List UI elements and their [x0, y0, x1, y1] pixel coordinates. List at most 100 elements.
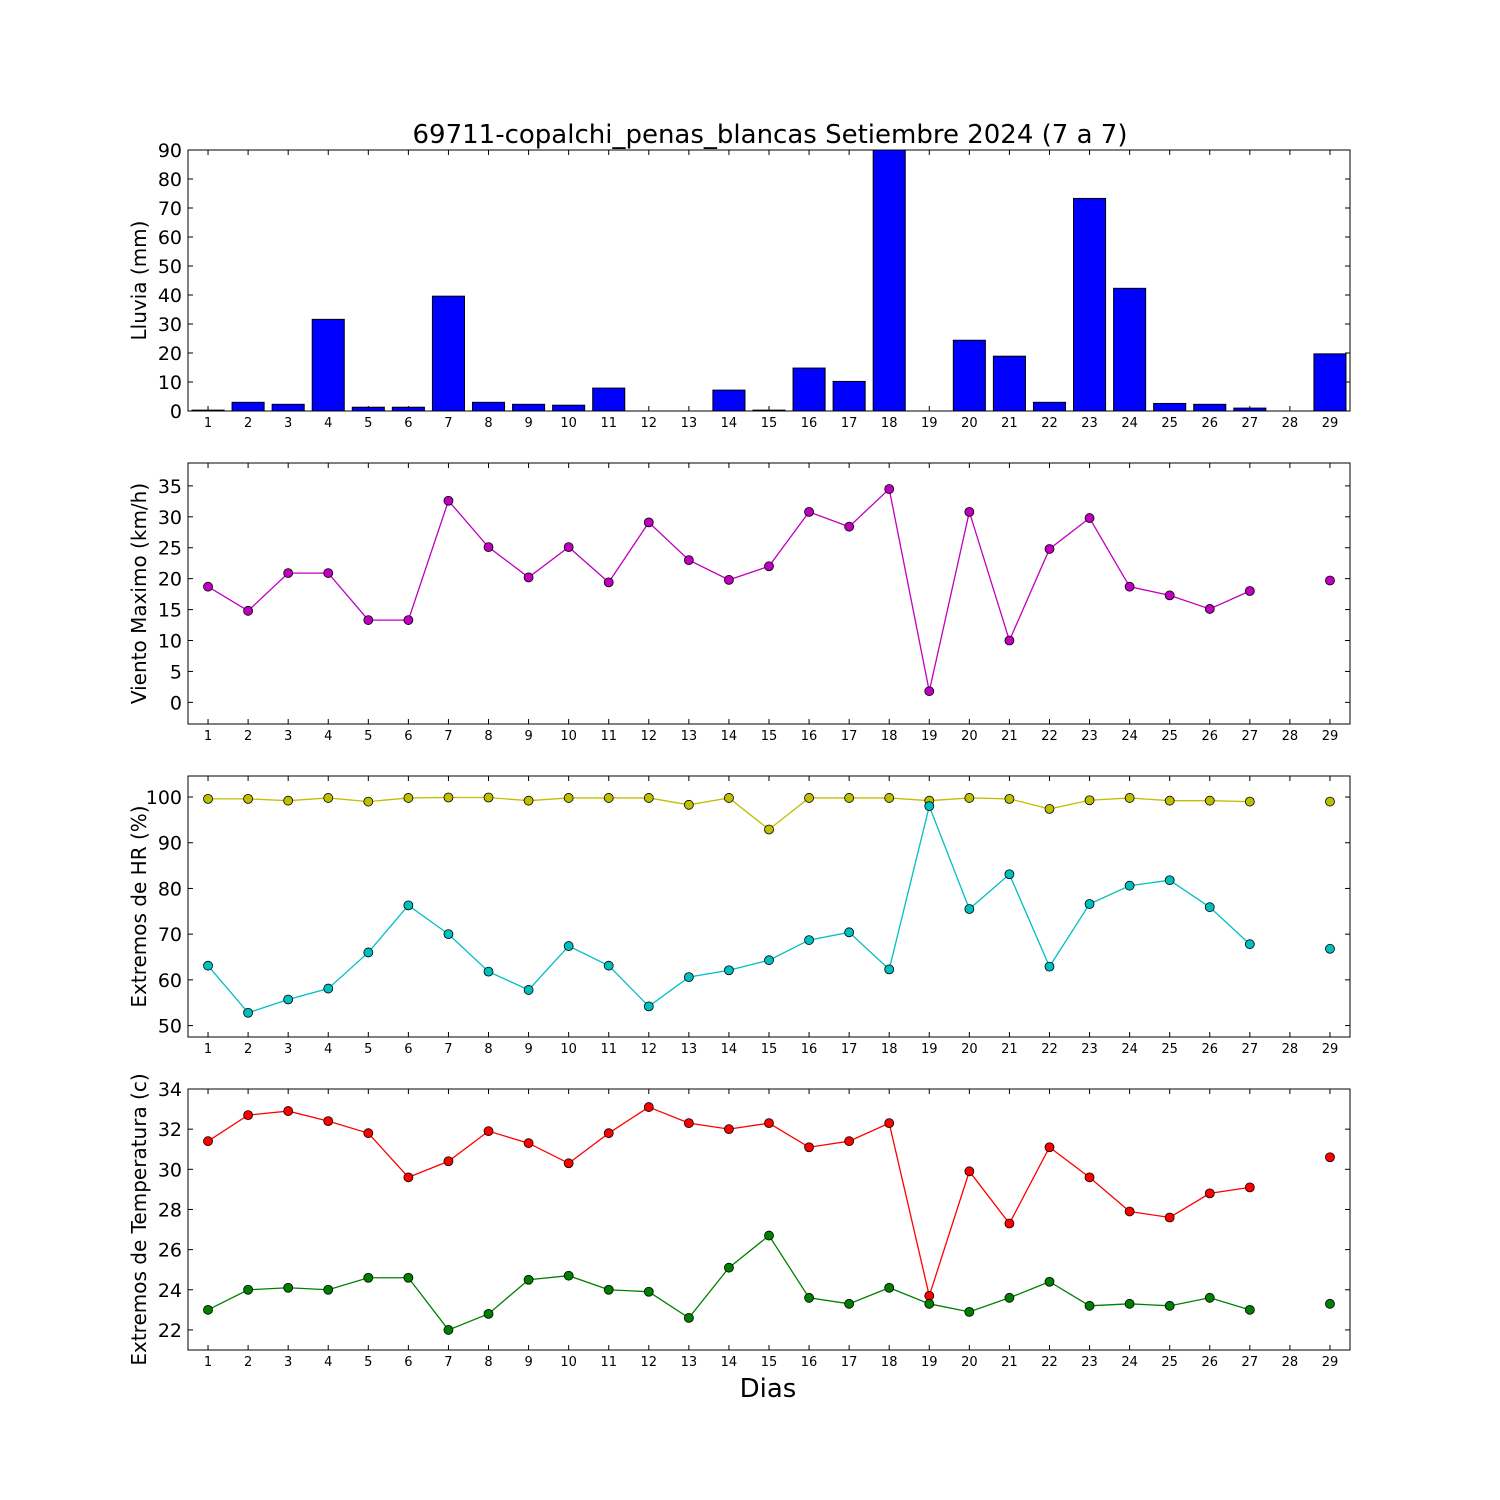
x-tick-label: 5 [364, 1355, 372, 1370]
x-tick-label: 22 [1041, 1355, 1058, 1370]
data-point [203, 1304, 213, 1315]
data-point [483, 1126, 494, 1137]
x-tick-label: 3 [284, 416, 292, 431]
x-tick-label: 10 [560, 729, 577, 744]
x-tick-label: 24 [1121, 1042, 1138, 1057]
bar [431, 295, 465, 412]
data-point [1004, 869, 1015, 880]
bar [1073, 197, 1107, 412]
data-point [643, 1286, 654, 1297]
x-tick-label: 20 [961, 416, 978, 431]
x-tick-label: 22 [1041, 1042, 1058, 1057]
data-point [1325, 943, 1335, 954]
x-tick-label: 28 [1282, 1042, 1299, 1057]
data-point [1164, 875, 1175, 886]
bar [552, 404, 586, 412]
x-tick-label: 23 [1081, 729, 1098, 744]
data-point [363, 1128, 374, 1139]
x-tick-label: 13 [681, 1042, 698, 1057]
data-point [563, 1158, 574, 1169]
x-tick-label: 19 [921, 1355, 938, 1370]
y-tick-label: 0 [170, 692, 182, 714]
y-tick-label: 28 [158, 1199, 182, 1221]
bar [752, 409, 786, 412]
y-tick-label: 30 [158, 314, 182, 336]
bar [1153, 402, 1187, 412]
bar [1032, 401, 1067, 412]
x-tick-label: 1 [204, 729, 212, 744]
data-point [1124, 880, 1135, 891]
data-point [1204, 1292, 1215, 1303]
data-point [764, 561, 774, 572]
data-point [443, 1325, 454, 1335]
data-point [363, 1272, 374, 1283]
data-point [1044, 961, 1055, 972]
x-tick-label: 13 [681, 729, 698, 744]
data-point [203, 793, 213, 804]
x-tick-label: 1 [204, 416, 212, 431]
data-point [764, 1230, 774, 1241]
data-point [443, 495, 454, 506]
data-point [403, 900, 414, 911]
x-tick-label: 27 [1242, 729, 1259, 744]
x-tick-label: 26 [1201, 729, 1218, 744]
data-point [563, 542, 574, 553]
data-point [483, 966, 494, 977]
data-point [804, 935, 814, 945]
data-point [844, 1298, 855, 1309]
data-point [1325, 796, 1335, 807]
plot-frame [187, 775, 1351, 1038]
x-tick-label: 24 [1121, 729, 1138, 744]
bar [391, 406, 425, 412]
y-tick-label: 90 [158, 140, 182, 162]
x-tick-label: 3 [284, 1355, 292, 1370]
y-tick-label: 26 [158, 1240, 182, 1262]
bar [712, 389, 746, 412]
data-point [724, 965, 734, 976]
x-tick-label: 16 [801, 1355, 818, 1370]
data-point [884, 964, 895, 975]
y-tick-label: 34 [158, 1079, 182, 1101]
data-point [403, 793, 414, 803]
x-tick-label: 7 [444, 1042, 452, 1057]
x-tick-label: 24 [1121, 416, 1138, 431]
y-tick-label: 50 [158, 1016, 182, 1038]
x-tick-label: 10 [560, 416, 577, 431]
bar [792, 367, 826, 412]
y-tick-label: 90 [158, 833, 182, 855]
data-point [724, 574, 734, 585]
data-point [603, 1284, 614, 1295]
x-tick-label: 23 [1081, 1355, 1098, 1370]
bar [271, 403, 305, 412]
data-point [523, 572, 534, 583]
x-tick-label: 12 [641, 416, 658, 431]
x-tick-label: 11 [600, 416, 617, 431]
data-point [1044, 1276, 1055, 1287]
x-tick-label: 25 [1161, 729, 1178, 744]
x-tick-label: 6 [404, 416, 412, 431]
data-point [363, 615, 374, 625]
y-tick-label: 30 [158, 507, 182, 529]
x-tick-label: 11 [600, 1355, 617, 1370]
data-point [643, 1001, 654, 1012]
x-tick-label: 23 [1081, 1042, 1098, 1057]
data-point [483, 792, 494, 803]
data-point [1084, 899, 1095, 909]
data-point [283, 568, 294, 578]
x-tick-label: 7 [444, 1355, 452, 1370]
data-point [1004, 793, 1015, 804]
x-tick-label: 14 [721, 416, 738, 431]
bar [191, 409, 225, 412]
y-tick-label: 10 [158, 372, 182, 394]
data-point [1124, 581, 1135, 592]
data-point [563, 941, 574, 951]
data-point [1204, 902, 1215, 913]
series-line [207, 1234, 1251, 1331]
y-tick-label: 35 [158, 476, 182, 498]
data-point [243, 605, 254, 616]
y-tick-label: 5 [170, 661, 182, 683]
x-tick-label: 4 [324, 729, 332, 744]
data-point [283, 994, 294, 1005]
x-tick-label: 16 [801, 416, 818, 431]
